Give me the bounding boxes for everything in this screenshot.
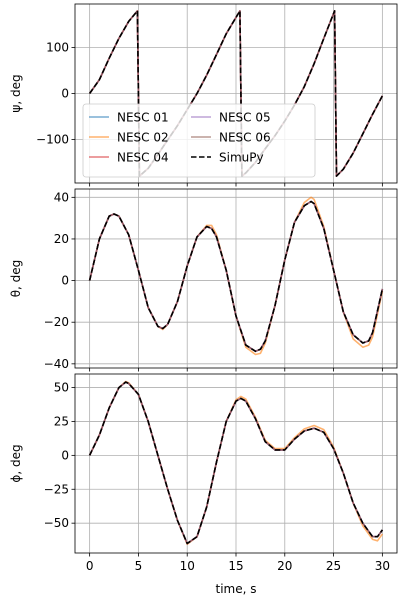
y-tick-label: 40 [54,190,69,204]
y-tick-label: 0 [61,87,69,101]
y-axis-label: ψ, deg [9,74,23,112]
legend-label: NESC 01 [117,111,169,125]
x-tick-label: 10 [180,559,195,573]
legend-label: NESC 05 [219,111,271,125]
y-axis-label: θ, deg [9,260,23,298]
y-tick-label: −40 [44,357,69,371]
series-group [88,10,384,177]
x-tick-label: 25 [326,559,341,573]
series-group [88,196,384,356]
y-tick-label: −50 [44,516,69,530]
x-tick-label: 30 [375,559,390,573]
legend-label: NESC 02 [117,131,169,145]
panel-2: −40 −20 0 20 40 θ, deg [9,188,398,372]
legend: NESC 01 NESC 02 NESC 04 NESC 05 NESC 06 SimuP… [82,103,316,178]
x-tick-label: 5 [135,559,143,573]
x-tick-label: 20 [277,559,292,573]
series-group [88,380,384,546]
y-tick-label: 25 [54,414,69,428]
y-axis-label: ϕ, deg [9,444,23,482]
y-tick-label: −100 [36,132,69,146]
y-tick-label: −25 [44,482,69,496]
legend-label: NESC 06 [219,131,271,145]
series-line-simupy [88,381,384,545]
x-tick-label: 15 [228,559,243,573]
y-tick-label: 0 [61,274,69,288]
legend-label: NESC 04 [117,151,169,165]
legend-box [82,103,316,178]
y-tick-label: 50 [54,381,69,395]
series-line-simupy [88,200,384,353]
x-tick-label: 0 [86,559,94,573]
y-tick-label: 0 [61,448,69,462]
panel-3: −50 −25 0 25 50 0 5 10 15 20 25 30 ϕ, deg [9,373,398,573]
x-axis-label: time, s [216,582,257,596]
legend-label: SimuPy [219,151,264,165]
y-tick-label: 100 [46,41,69,55]
y-tick-label: −20 [44,315,69,329]
series-line-simupy [88,10,384,177]
y-tick-label: 20 [54,232,69,246]
